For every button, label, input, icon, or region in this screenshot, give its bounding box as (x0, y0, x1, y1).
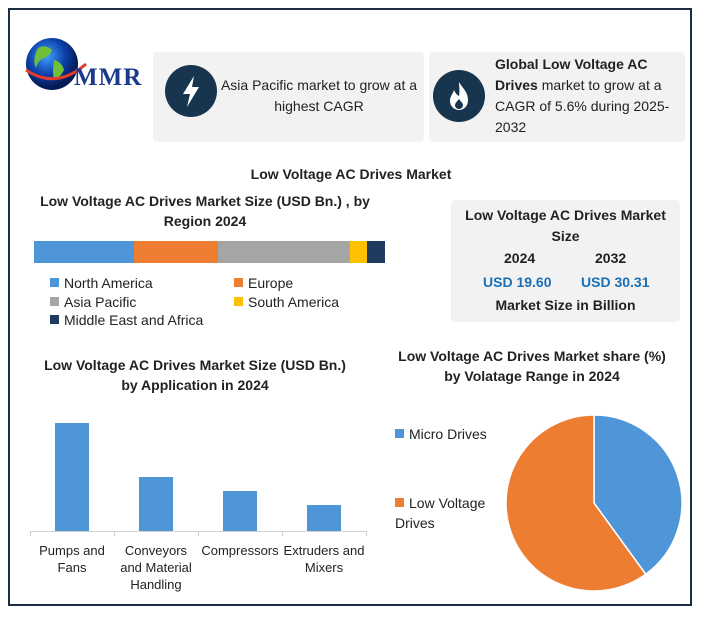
legend-swatch (50, 297, 59, 306)
legend-label: South America (248, 294, 340, 310)
main-title: Low Voltage AC Drives Market (250, 166, 452, 182)
x-tick-label: Conveyors and Material Handling (120, 543, 192, 592)
legend-swatch (50, 278, 59, 287)
bar-pumps-and-fans (55, 423, 89, 531)
legend-label: Middle East and Africa (64, 312, 204, 328)
market-value-2032: USD 30.31 (581, 274, 650, 290)
brand-name: MMR (74, 64, 143, 91)
legend-asia-pacific: Asia Pacific (50, 294, 136, 310)
market-size-title: Low Voltage AC Drives Market Size (465, 207, 666, 244)
market-size-footer: Market Size in Billion (495, 297, 636, 313)
region-chart-title: Low Voltage AC Drives Market Size (USD B… (40, 193, 370, 229)
legend-label: Micro Drives (409, 426, 487, 442)
mmr-logo (20, 30, 150, 100)
highlight-text-cagr: Global Low Voltage AC Drives market to g… (495, 54, 683, 138)
legend-europe: Europe (234, 275, 293, 291)
legend-micro-drives: Micro Drives (395, 424, 487, 444)
highlight-card-cagr: Global Low Voltage AC Drives market to g… (429, 52, 685, 142)
legend-label: Europe (248, 275, 294, 291)
bar-extruders-and-mixers (307, 505, 341, 531)
highlight-text-cagr-bold: Global Low Voltage AC Drives (495, 56, 648, 93)
market-size-card: Low Voltage AC Drives Market Size 2024 2… (451, 200, 680, 322)
region-segment-north-america (34, 241, 135, 263)
market-value-2024: USD 19.60 (483, 274, 552, 290)
market-year-2024: 2024 (504, 250, 536, 266)
legend-label: Low Voltage Drives (395, 495, 486, 531)
legend-swatch (234, 297, 243, 306)
pie-slice-low-voltage-drives (505, 414, 647, 592)
infographic-frame (8, 8, 692, 606)
bar-conveyors-and-material-handling (139, 477, 173, 531)
pie-slice-micro-drives (593, 414, 683, 576)
application-x-axis (30, 531, 366, 532)
region-stacked-bar (34, 241, 385, 263)
x-axis-tick (30, 531, 31, 536)
legend-label: Asia Pacific (64, 294, 137, 310)
highlight-text-asia: Asia Pacific market to grow at a highest… (220, 77, 418, 114)
x-tick-label: Compressors (201, 543, 279, 558)
legend-label: North America (64, 275, 153, 291)
voltage-range-pie-chart (505, 414, 683, 592)
x-axis-tick (114, 531, 115, 536)
region-segment-middle-east-and-africa (367, 241, 385, 263)
flame-icon (433, 70, 485, 122)
region-segment-asia-pacific (218, 241, 350, 263)
region-segment-europe (134, 241, 219, 263)
x-tick-label: Extruders and Mixers (283, 543, 365, 575)
highlight-card-asia: Asia Pacific market to grow at a highest… (153, 52, 424, 142)
legend-swatch (395, 498, 404, 507)
x-tick-label: Pumps and Fans (39, 543, 105, 575)
globe-icon (25, 38, 87, 90)
legend-swatch (234, 278, 243, 287)
bar-compressors (223, 491, 257, 531)
highlight-text-cagr-rest: market to grow at a CAGR of 5.6% during … (495, 77, 670, 135)
x-axis-tick (198, 531, 199, 536)
share-chart-title: Low Voltage AC Drives Market share (%) b… (398, 348, 666, 384)
legend-swatch (395, 429, 404, 438)
x-axis-tick (282, 531, 283, 536)
region-segment-south-america (349, 241, 368, 263)
market-year-2032: 2032 (595, 250, 627, 266)
legend-low-voltage-drives: Low Voltage Drives (395, 493, 495, 533)
legend-swatch (50, 315, 59, 324)
legend-south-america: South America (234, 294, 339, 310)
application-chart-title: Low Voltage AC Drives Market Size (USD B… (44, 357, 346, 393)
x-axis-tick (366, 531, 367, 536)
lightning-bolt-icon (165, 65, 217, 117)
legend-north-america: North America (50, 275, 153, 291)
legend-mea: Middle East and Africa (50, 312, 203, 328)
